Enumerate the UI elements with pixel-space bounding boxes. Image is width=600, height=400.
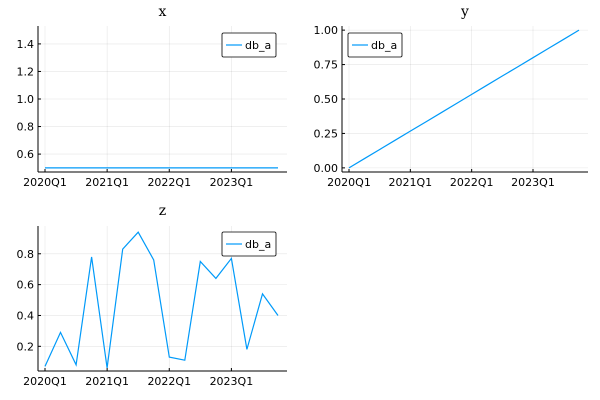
legend-label: db_a xyxy=(245,39,271,52)
x-tick-label: 2023Q1 xyxy=(210,176,254,189)
x-tick-label: 2020Q1 xyxy=(23,176,67,189)
legend-box xyxy=(221,231,277,257)
y-tick-label: 0.50 xyxy=(314,93,339,106)
legend-label: db_a xyxy=(245,238,271,251)
y-tick-label: 1.4 xyxy=(17,38,35,51)
x-tick-label: 2022Q1 xyxy=(147,375,191,388)
y-tick-label: 0.8 xyxy=(17,248,35,261)
y-tick-label: 0.25 xyxy=(314,127,339,140)
y-tick-label: 1.2 xyxy=(17,65,35,78)
legend-label: db_a xyxy=(371,39,397,52)
subplot-x: x 2020Q1 2021Q1 2022Q1 2023Q1 0.6 0.8 1.0 1.2 1.4… xyxy=(17,4,287,189)
y-tick-label: 0.8 xyxy=(17,121,35,134)
legend-box xyxy=(221,32,277,58)
legend: db_a xyxy=(221,231,277,257)
subplot-y: y 2020Q1 2021Q1 2022Q1 2023Q1 0.00 0.25 0.50 0.7… xyxy=(314,4,588,189)
legend-box xyxy=(347,32,403,58)
legend: db_a xyxy=(221,32,277,58)
y-tick-label: 0.00 xyxy=(314,162,339,175)
subplot-title: y xyxy=(460,4,469,20)
x-tick-label: 2020Q1 xyxy=(23,375,67,388)
subplot-z: z 2020Q1 2021Q1 2022Q1 2023Q1 0.2 0.4 0.6 0.8 db_… xyxy=(17,203,287,388)
x-tick-label: 2022Q1 xyxy=(147,176,191,189)
y-tick-label: 0.6 xyxy=(17,148,35,161)
x-tick-label: 2022Q1 xyxy=(450,176,494,189)
x-tick-label: 2021Q1 xyxy=(389,176,433,189)
x-tick-label: 2023Q1 xyxy=(210,375,254,388)
series-line-db_a xyxy=(348,29,580,169)
subplot-title: x xyxy=(159,4,167,20)
y-tick-label: 0.6 xyxy=(17,279,35,292)
y-tick-label: 0.2 xyxy=(17,340,35,353)
x-tick-label: 2021Q1 xyxy=(85,375,129,388)
legend: db_a xyxy=(347,32,403,58)
subplot-title: z xyxy=(159,203,166,219)
x-tick-label: 2023Q1 xyxy=(511,176,555,189)
y-tick-label: 1.00 xyxy=(314,24,339,37)
x-tick-label: 2021Q1 xyxy=(85,176,129,189)
y-tick-label: 1.0 xyxy=(17,93,35,106)
y-tick-label: 0.4 xyxy=(17,309,35,322)
series-line-db_a xyxy=(44,231,279,368)
x-tick-label: 2020Q1 xyxy=(327,176,371,189)
y-tick-label: 0.75 xyxy=(314,59,339,72)
